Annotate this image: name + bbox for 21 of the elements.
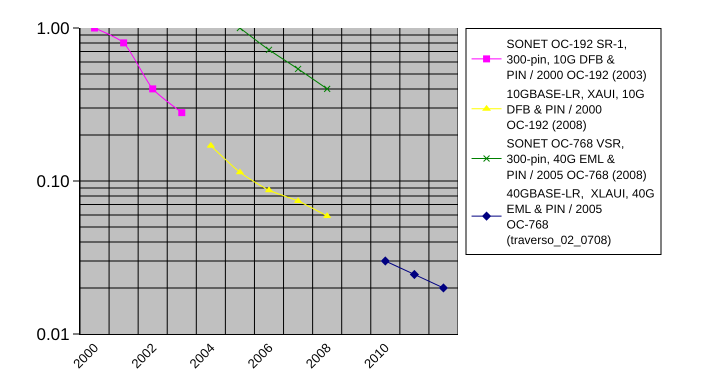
- legend-label: 10GBASE-LR, XAUI, 10G DFB & PIN / 2000 OC-192 (2008): [506, 86, 645, 132]
- y-tick-label: 0.10: [36, 172, 70, 191]
- point: [323, 212, 332, 218]
- point: [410, 270, 419, 279]
- point: [294, 65, 302, 72]
- legend-label: SONET OC-192 SR-1, 300-pin, 10G DFB & PIN / 2000 OC-192 (2003): [506, 36, 647, 82]
- point: [266, 46, 272, 54]
- point: [178, 109, 186, 116]
- legend-label: SONET OC-768 VSR, 300-pin, 40G EML & PIN / 2005 OC-768 (2008): [506, 136, 647, 182]
- y-tick-label: 0.01: [36, 324, 70, 344]
- point: [149, 85, 156, 92]
- point: [294, 198, 302, 204]
- point: [380, 256, 390, 266]
- point: [206, 142, 215, 148]
- point: [265, 186, 273, 192]
- legend-label: 40GBASE-LR, XLAUI, 40G EML & PIN / 2005 OC-768 (traverso_02_0708): [506, 186, 655, 248]
- point: [236, 168, 244, 174]
- y-tick-label: 1.00: [36, 18, 70, 38]
- point: [439, 284, 448, 292]
- point: [324, 85, 331, 92]
- point: [120, 39, 128, 46]
